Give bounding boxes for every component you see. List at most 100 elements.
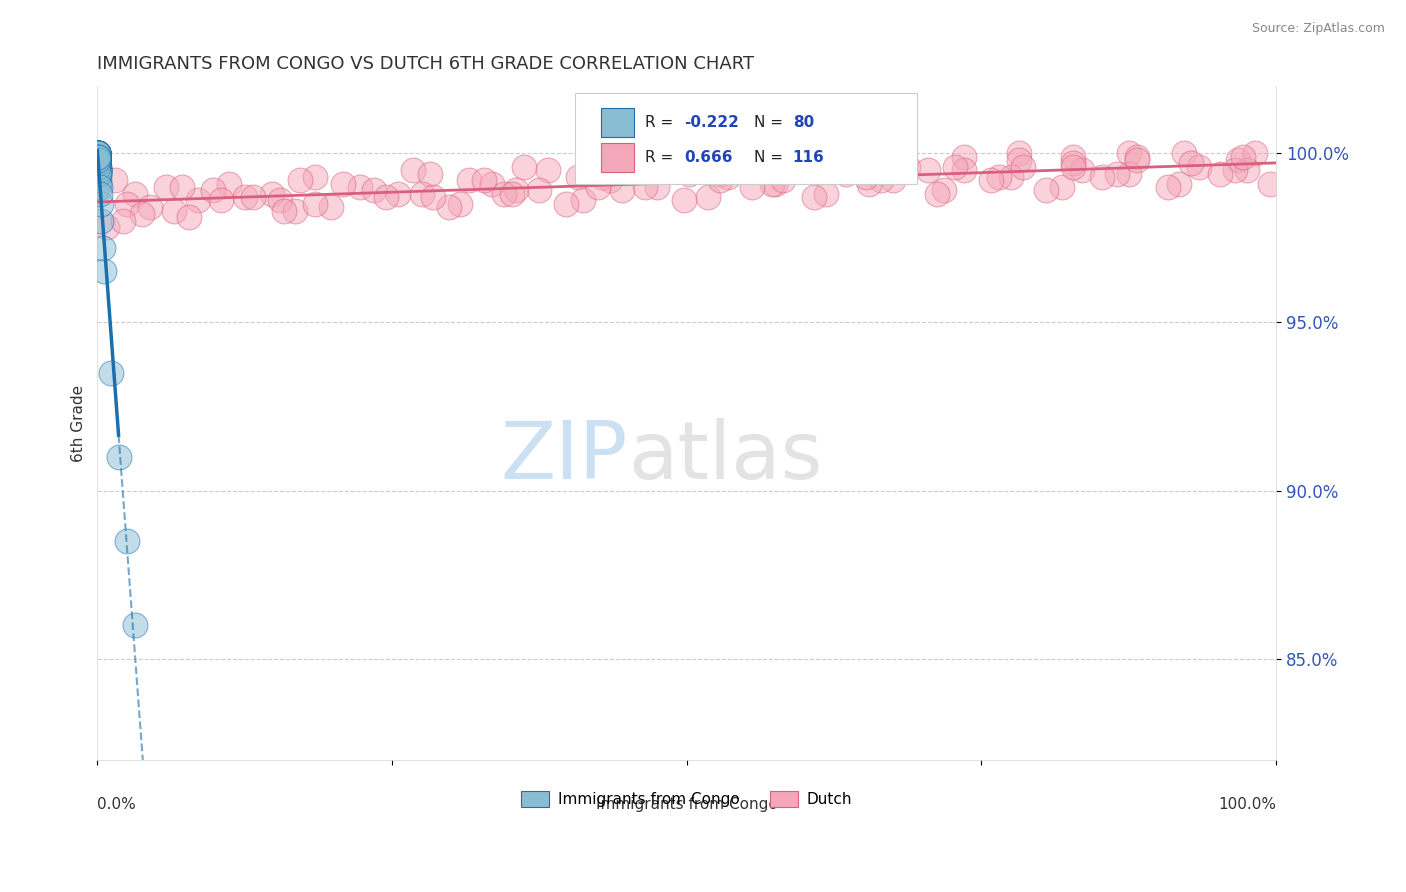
Point [1258, 177, 1281, 191]
Point [1008, 146, 1031, 161]
Point [87, 146, 110, 161]
Point [610, 183, 633, 197]
Point [87, 146, 110, 161]
Point [763, 177, 786, 191]
Point [772, 156, 794, 170]
Point [588, 180, 610, 194]
Text: N =: N = [754, 115, 787, 130]
Point [90, 197, 112, 211]
Point [634, 180, 657, 194]
Point [115, 197, 138, 211]
Point [87, 167, 110, 181]
Point [87, 167, 110, 181]
Text: 0.0%: 0.0% [97, 797, 136, 813]
Point [87, 146, 110, 161]
Point [89, 186, 111, 201]
Point [897, 160, 920, 174]
Point [733, 153, 755, 167]
Point [209, 194, 232, 208]
Point [115, 534, 138, 549]
Point [89, 180, 111, 194]
Point [87, 153, 110, 167]
Point [87, 153, 110, 167]
FancyBboxPatch shape [600, 144, 634, 171]
Point [555, 197, 578, 211]
Point [1223, 163, 1246, 178]
Point [645, 180, 668, 194]
Point [697, 190, 720, 204]
Point [1050, 180, 1073, 194]
Text: 80: 80 [793, 115, 814, 130]
Point [93, 264, 115, 278]
FancyBboxPatch shape [600, 109, 634, 136]
Point [925, 186, 948, 201]
Point [124, 186, 146, 201]
Point [1008, 153, 1031, 167]
Point [87, 146, 110, 161]
Point [481, 177, 503, 191]
Point [387, 186, 409, 201]
Point [591, 169, 613, 184]
Point [87, 153, 110, 167]
Point [87, 150, 110, 164]
Point [787, 163, 810, 178]
Point [1156, 180, 1178, 194]
Point [87, 146, 110, 161]
FancyBboxPatch shape [575, 93, 917, 184]
Point [87, 163, 110, 178]
Point [803, 190, 825, 204]
Point [87, 150, 110, 164]
Point [179, 211, 201, 225]
Point [163, 203, 186, 218]
Point [945, 160, 967, 174]
Point [87, 156, 110, 170]
Text: N =: N = [754, 150, 787, 165]
Point [980, 173, 1002, 187]
Y-axis label: 6th Grade: 6th Grade [72, 384, 86, 462]
Point [717, 169, 740, 184]
Point [1188, 160, 1211, 174]
Point [363, 183, 385, 197]
Point [402, 163, 425, 178]
Point [87, 150, 110, 164]
Point [1236, 163, 1258, 178]
Point [87, 153, 110, 167]
Point [87, 160, 110, 174]
Point [87, 153, 110, 167]
Point [422, 190, 444, 204]
Point [87, 153, 110, 167]
Point [952, 150, 974, 164]
Point [1244, 146, 1267, 161]
Point [87, 156, 110, 170]
Point [505, 183, 527, 197]
Point [501, 186, 523, 201]
Point [90, 213, 112, 227]
Point [761, 177, 783, 191]
Point [131, 207, 153, 221]
Point [87, 160, 110, 174]
Point [273, 203, 295, 218]
Point [319, 200, 342, 214]
Point [882, 173, 904, 187]
Text: Source: ZipAtlas.com: Source: ZipAtlas.com [1251, 22, 1385, 36]
Point [437, 200, 460, 214]
Point [87, 160, 110, 174]
Point [87, 160, 110, 174]
Point [87, 146, 110, 161]
Point [1011, 160, 1033, 174]
Point [567, 169, 589, 184]
Point [87, 146, 110, 161]
Point [709, 173, 731, 187]
Text: Immigrants from Congo: Immigrants from Congo [596, 797, 778, 813]
Point [1062, 150, 1084, 164]
Point [107, 450, 129, 464]
Point [87, 153, 110, 167]
Point [842, 153, 865, 167]
Point [1118, 167, 1140, 181]
Point [1227, 153, 1250, 167]
Point [87, 167, 110, 181]
Point [87, 150, 110, 164]
Point [87, 150, 110, 164]
Point [1232, 150, 1254, 164]
Point [87, 153, 110, 167]
